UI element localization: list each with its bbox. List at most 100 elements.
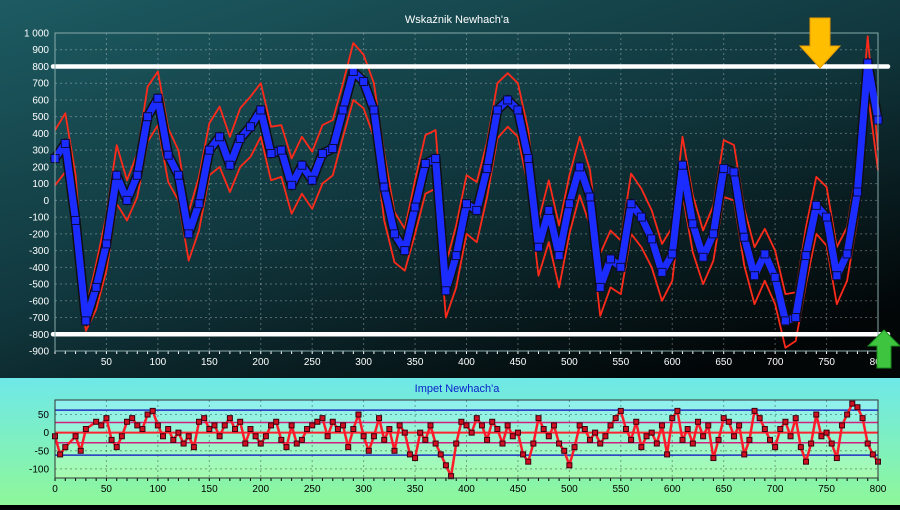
momentum-marker — [140, 427, 145, 432]
y-tick-label: 600 — [32, 95, 49, 106]
y-tick-label: 800 — [32, 62, 49, 73]
momentum-marker — [716, 437, 721, 442]
momentum-marker — [572, 445, 577, 450]
x-tick-label: 550 — [612, 484, 629, 495]
momentum-marker — [757, 416, 762, 421]
momentum-marker — [567, 463, 572, 468]
main-series-marker — [637, 213, 645, 221]
momentum-marker — [238, 419, 243, 424]
x-tick-label: 450 — [510, 357, 527, 368]
main-series-marker — [113, 171, 121, 179]
momentum-marker — [500, 441, 505, 446]
y-tick-label: -700 — [29, 313, 49, 324]
momentum-marker — [413, 456, 418, 461]
momentum-marker — [654, 441, 659, 446]
momentum-marker — [485, 437, 490, 442]
main-series-marker — [833, 272, 841, 280]
momentum-marker — [150, 408, 155, 413]
momentum-marker — [706, 423, 711, 428]
x-tick-label: 450 — [510, 484, 527, 495]
momentum-marker — [243, 441, 248, 446]
main-series-marker — [627, 200, 635, 208]
main-series-marker — [493, 106, 501, 114]
momentum-marker — [510, 434, 515, 439]
x-tick-label: 150 — [201, 484, 218, 495]
momentum-marker — [659, 423, 664, 428]
momentum-marker — [335, 427, 340, 432]
momentum-marker — [83, 427, 88, 432]
momentum-marker — [279, 437, 284, 442]
momentum-marker — [670, 416, 675, 421]
main-series-marker — [236, 134, 244, 142]
momentum-marker — [860, 416, 865, 421]
main-series-marker — [823, 213, 831, 221]
main-series-marker — [205, 146, 213, 154]
main-series-marker — [226, 161, 234, 169]
momentum-marker — [495, 427, 500, 432]
y-tick-label: 500 — [32, 112, 49, 123]
momentum-marker — [248, 427, 253, 432]
momentum-marker — [778, 427, 783, 432]
momentum-marker — [793, 416, 798, 421]
momentum-marker — [94, 419, 99, 424]
main-series-marker — [812, 201, 820, 209]
momentum-marker — [685, 427, 690, 432]
main-series-marker — [123, 196, 131, 204]
momentum-marker — [623, 427, 628, 432]
momentum-marker — [382, 437, 387, 442]
momentum-marker — [346, 445, 351, 450]
momentum-marker — [202, 416, 207, 421]
momentum-marker — [78, 448, 83, 453]
momentum-marker — [803, 459, 808, 464]
momentum-marker — [819, 434, 824, 439]
main-series-marker — [483, 165, 491, 173]
momentum-marker — [299, 437, 304, 442]
x-tick-label: 300 — [355, 357, 372, 368]
momentum-marker — [392, 448, 397, 453]
y-tick-label: 0 — [43, 196, 49, 207]
main-series-marker — [565, 200, 573, 208]
momentum-marker — [839, 423, 844, 428]
y-tick-label: -100 — [29, 464, 49, 475]
momentum-marker — [644, 434, 649, 439]
main-series-marker — [339, 106, 347, 114]
momentum-marker — [850, 401, 855, 406]
momentum-marker — [788, 434, 793, 439]
momentum-marker — [145, 412, 150, 417]
y-tick-label: 300 — [32, 146, 49, 157]
x-tick-label: 500 — [561, 484, 578, 495]
momentum-marker — [562, 448, 567, 453]
y-tick-label: -300 — [29, 246, 49, 257]
momentum-marker — [814, 412, 819, 417]
y-tick-label: 400 — [32, 129, 49, 140]
y-tick-label: 50 — [38, 410, 50, 421]
y-tick-label: 900 — [32, 45, 49, 56]
main-series-marker — [843, 250, 851, 258]
x-tick-label: 600 — [664, 484, 681, 495]
momentum-marker — [289, 423, 294, 428]
momentum-marker — [829, 441, 834, 446]
momentum-marker — [464, 423, 469, 428]
main-series-marker — [555, 252, 563, 260]
momentum-marker — [634, 419, 639, 424]
momentum-marker — [263, 434, 268, 439]
momentum-marker — [155, 423, 160, 428]
momentum-marker — [737, 423, 742, 428]
momentum-marker — [377, 416, 382, 421]
momentum-marker — [639, 445, 644, 450]
x-tick-label: 50 — [101, 484, 113, 495]
momentum-marker — [459, 419, 464, 424]
x-tick-label: 400 — [458, 357, 475, 368]
momentum-marker — [582, 427, 587, 432]
momentum-marker — [371, 434, 376, 439]
momentum-marker — [191, 445, 196, 450]
momentum-marker — [613, 416, 618, 421]
y-tick-label: -900 — [29, 347, 49, 358]
momentum-marker — [207, 427, 212, 432]
momentum-marker — [212, 423, 217, 428]
momentum-marker — [809, 441, 814, 446]
momentum-marker — [603, 434, 608, 439]
y-tick-label: -100 — [29, 213, 49, 224]
momentum-marker — [104, 416, 109, 421]
